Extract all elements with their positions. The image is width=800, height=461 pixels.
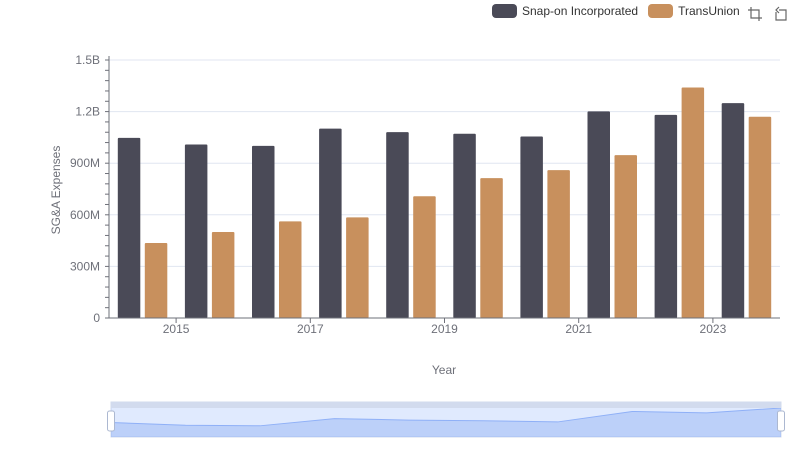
- bar-snap-on-2018[interactable]: [386, 132, 409, 318]
- x-axis: 2015 2017 2019 2021 2023: [108, 56, 780, 336]
- legend: Snap-on Incorporated TransUnion: [492, 4, 750, 18]
- bar-snap-on-2017[interactable]: [319, 128, 342, 318]
- bar-transunion-2014[interactable]: [144, 243, 168, 318]
- bar-snap-on-2023[interactable]: [721, 103, 745, 318]
- bar-snap-on-2016[interactable]: [252, 145, 275, 318]
- x-tick-label: 2015: [163, 322, 190, 336]
- restore-icon[interactable]: [773, 6, 789, 22]
- legend-label-transunion: TransUnion: [678, 4, 740, 18]
- x-axis-title: Year: [432, 363, 456, 377]
- bar-snap-on-2022[interactable]: [654, 114, 678, 318]
- bar-snap-on-2015[interactable]: [184, 144, 208, 318]
- x-tick-label: 2021: [565, 322, 592, 336]
- bar-transunion-2015[interactable]: [211, 232, 235, 318]
- x-tick-label: 2017: [297, 322, 324, 336]
- grid-lines: [109, 59, 780, 319]
- bar-transunion-2019[interactable]: [480, 178, 503, 318]
- zoom-overview-area: [111, 408, 781, 437]
- y-tick-label: 900M: [70, 156, 100, 170]
- bar-snap-on-2014[interactable]: [117, 137, 141, 318]
- bar-snap-on-2021[interactable]: [587, 111, 611, 318]
- bar-transunion-2020[interactable]: [547, 170, 570, 318]
- y-tick-label: 1.5B: [75, 53, 100, 67]
- zoom-overview-line: [110, 407, 782, 427]
- y-axis-title: SG&A Expenses: [49, 146, 63, 235]
- legend-label-snap-on: Snap-on Incorporated: [522, 4, 639, 18]
- y-tick-label: 0: [93, 311, 100, 325]
- data-zoom-slider[interactable]: [107, 401, 785, 438]
- toolbox: [747, 6, 799, 22]
- y-tick-label: 600M: [70, 208, 100, 222]
- bar-snap-on-2020[interactable]: [520, 136, 543, 318]
- x-tick-label: 2023: [700, 322, 727, 336]
- zoom-icon[interactable]: [747, 6, 763, 22]
- legend-swatch-transunion: [648, 4, 674, 18]
- bar-transunion-2021[interactable]: [614, 155, 638, 318]
- bar-transunion-2018[interactable]: [413, 196, 436, 318]
- legend-swatch-snap-on: [492, 4, 517, 18]
- bar-transunion-2017[interactable]: [346, 217, 369, 318]
- y-axis: 0 300M 600M 900M 1.2B 1.5B: [70, 53, 109, 325]
- bar-transunion-2022[interactable]: [681, 87, 705, 319]
- bars: [117, 87, 772, 319]
- zoom-move-handle[interactable]: [111, 402, 781, 408]
- zoom-handle-left[interactable]: [107, 410, 115, 432]
- legend-item-transunion[interactable]: TransUnion: [648, 4, 740, 18]
- y-tick-label: 1.2B: [75, 105, 100, 119]
- x-tick-label: 2019: [431, 322, 458, 336]
- legend-item-snap-on[interactable]: Snap-on Incorporated: [492, 4, 638, 18]
- zoom-handle-right[interactable]: [777, 410, 785, 432]
- bar-transunion-2016[interactable]: [279, 221, 302, 318]
- bar-snap-on-2019[interactable]: [453, 133, 476, 318]
- y-tick-label: 300M: [70, 259, 100, 273]
- bar-transunion-2023[interactable]: [748, 116, 772, 318]
